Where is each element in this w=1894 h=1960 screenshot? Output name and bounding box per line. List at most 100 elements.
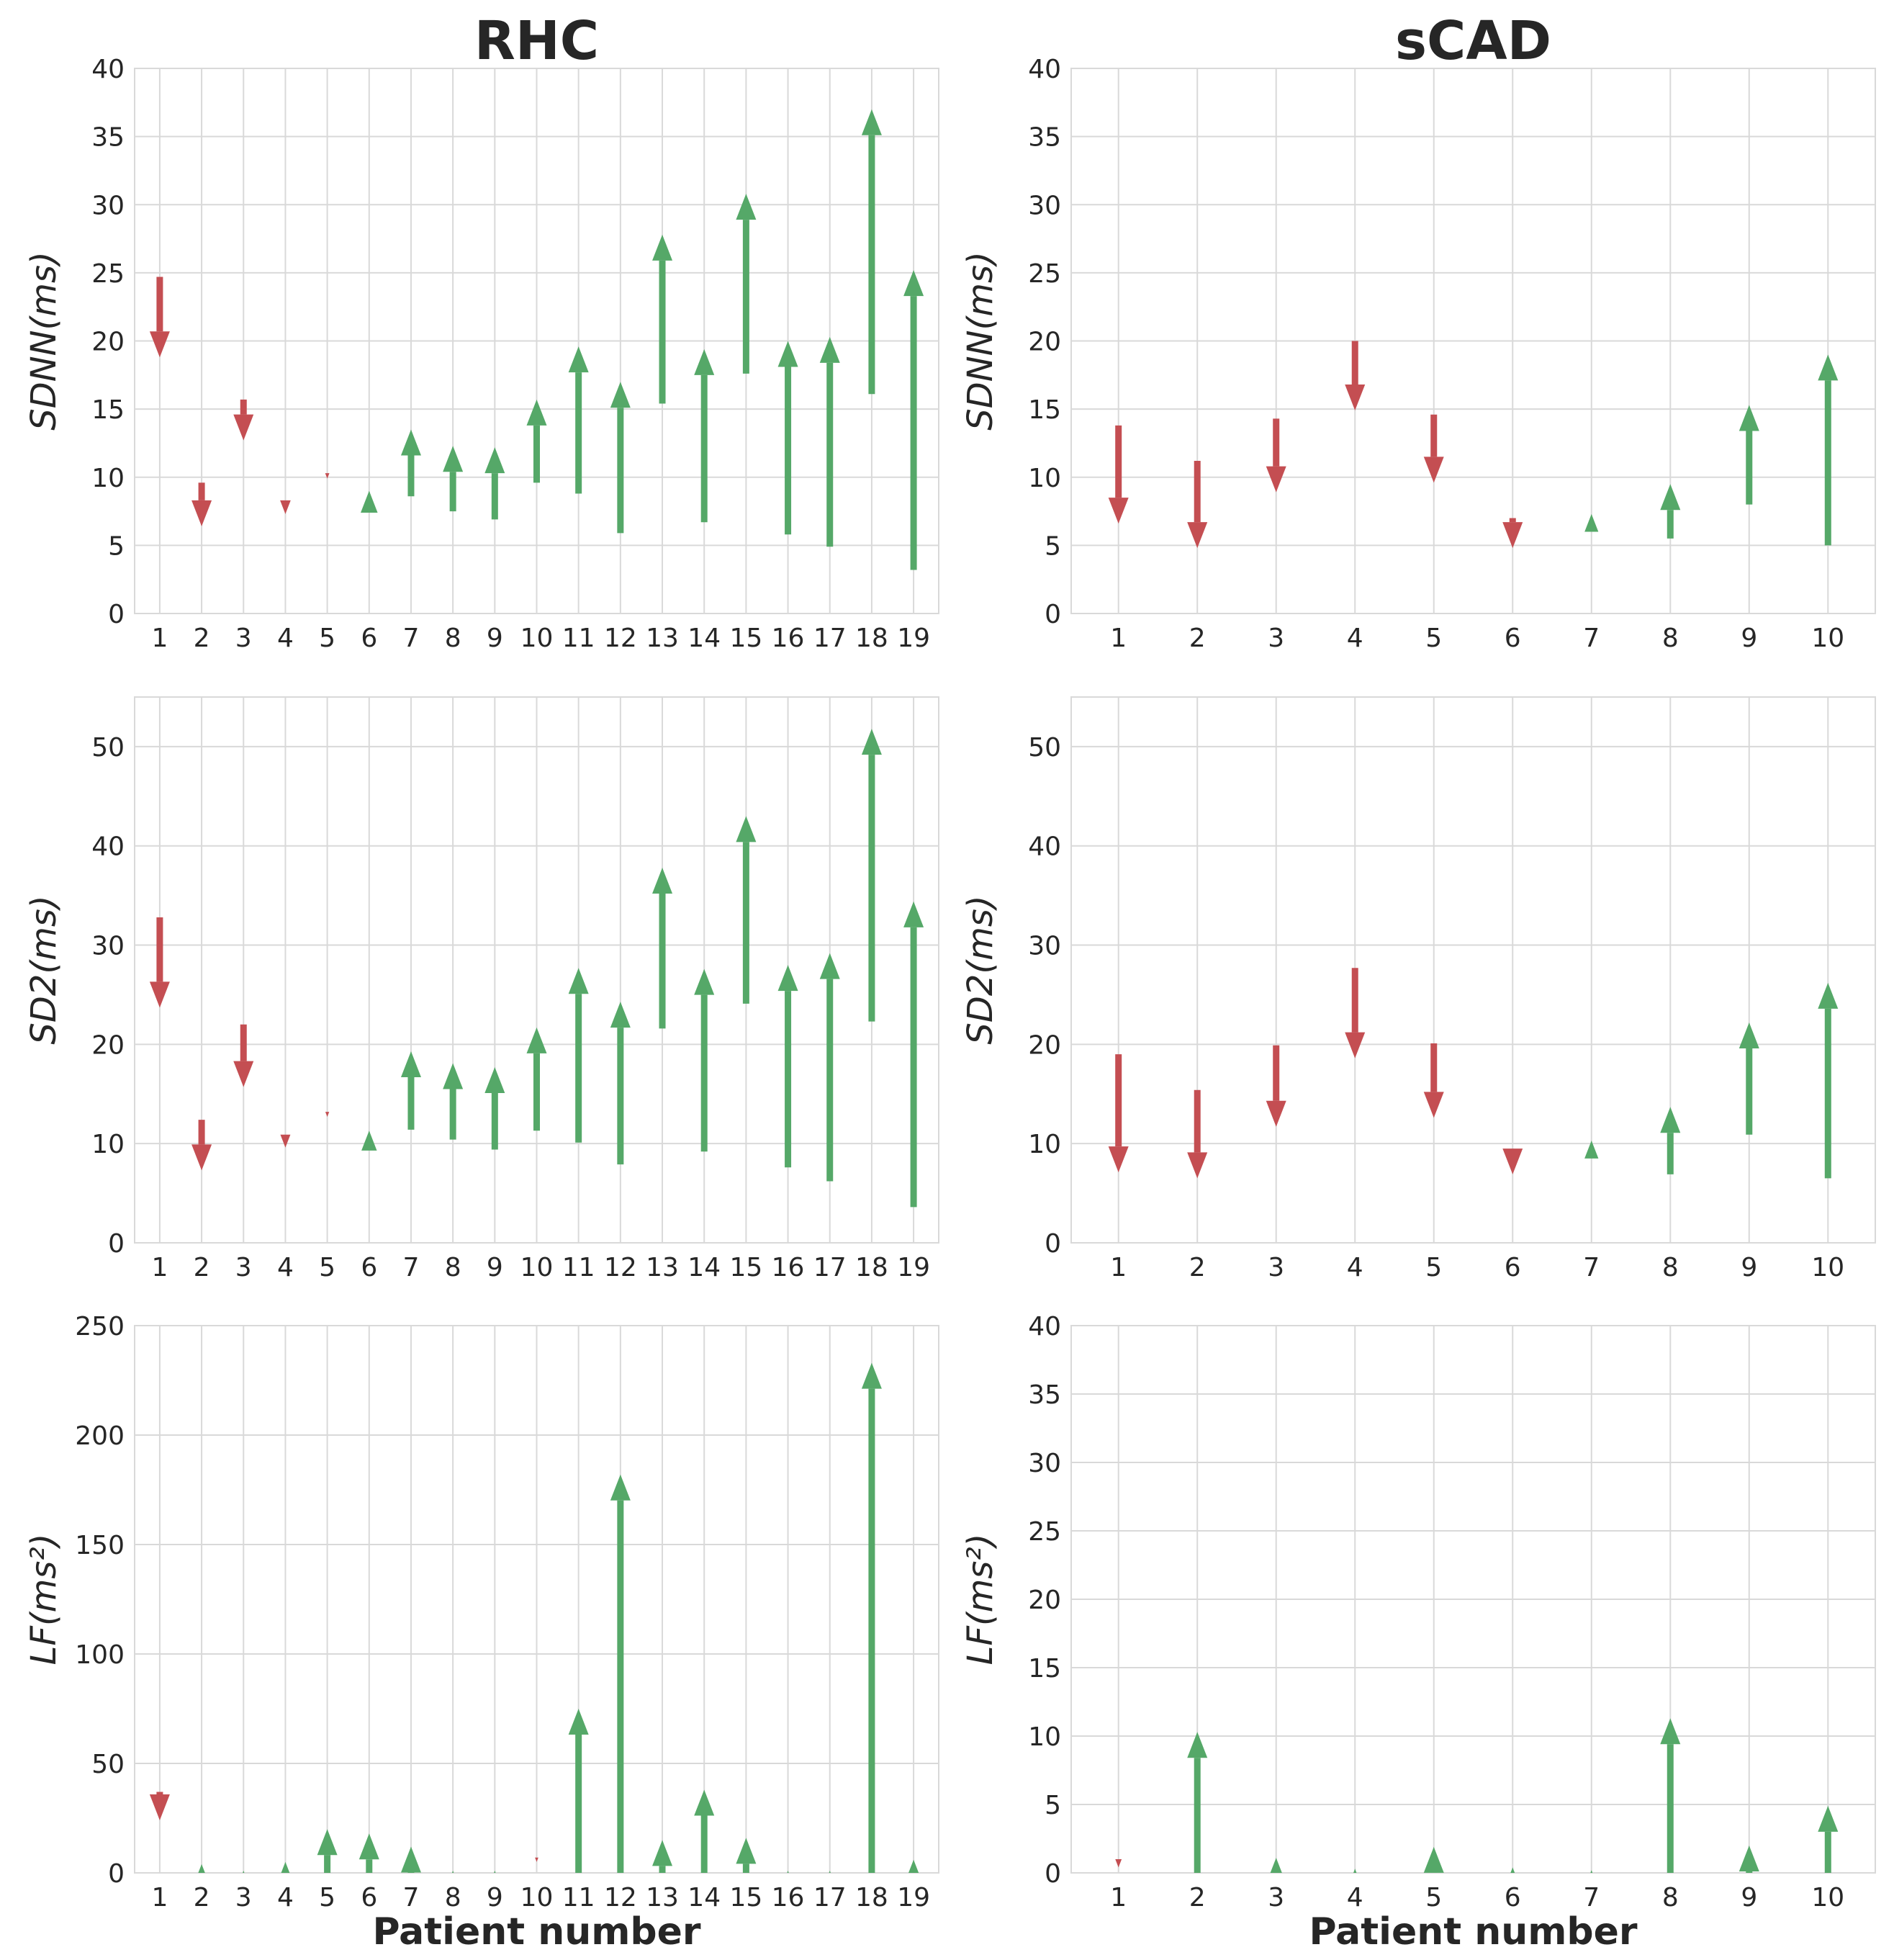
y-tick-label: 35: [91, 123, 125, 153]
arrow-head: [400, 1846, 421, 1873]
arrow-mark-9: [484, 447, 505, 520]
arrow-head: [1502, 522, 1523, 549]
arrow-mark-1: [149, 277, 170, 358]
x-tick-label: 9: [1741, 1253, 1757, 1282]
x-tick-label: 12: [604, 1253, 637, 1282]
arrow-mark-18: [861, 1362, 882, 1873]
arrow-mark-7: [400, 429, 421, 497]
arrow-head: [1660, 1718, 1681, 1745]
x-tick-label: 2: [194, 1883, 210, 1912]
arrow-mark-17: [829, 1870, 831, 1873]
arrow-mark-1: [1108, 425, 1129, 524]
x-tick-label: 16: [772, 1253, 805, 1282]
arrow-mark-3: [233, 1024, 254, 1087]
x-tick-label: 1: [151, 1883, 168, 1912]
x-tick-label: 8: [1662, 1883, 1679, 1912]
y-tick-label: 10: [91, 1130, 125, 1159]
arrow-mark-7: [1584, 1141, 1599, 1159]
arrow-head: [1187, 1152, 1208, 1179]
arrow-mark-6: [1502, 518, 1523, 549]
y-tick-label: 20: [1028, 1030, 1061, 1060]
arrow-mark-1: [1115, 1859, 1122, 1868]
arrow-head: [1584, 1141, 1599, 1159]
arrow-head: [1739, 405, 1759, 431]
x-tick-label: 3: [235, 1883, 252, 1912]
y-tick-label: 150: [75, 1531, 125, 1560]
y-tick-label: 35: [1028, 123, 1061, 153]
arrow-mark-9: [1739, 405, 1759, 505]
arrow-mark-17: [819, 953, 840, 1182]
arrow-head: [568, 968, 589, 994]
x-tick-label: 17: [813, 1883, 847, 1912]
arrow-head: [787, 1870, 789, 1873]
y-tick-label: 40: [1028, 1312, 1061, 1341]
arrow-head: [233, 414, 254, 441]
arrow-mark-17: [819, 336, 840, 547]
arrow-mark-14: [694, 349, 715, 523]
arrow-head: [1115, 1859, 1122, 1868]
y-axis-label: SDNN(ms): [24, 251, 64, 430]
arrow-mark-5: [325, 473, 330, 479]
x-tick-label: 13: [646, 1253, 679, 1282]
y-tick-label: 30: [91, 932, 125, 961]
plot-frame: [1070, 696, 1876, 1244]
arrow-mark-10: [526, 399, 547, 483]
arrow-head: [243, 1870, 245, 1873]
arrow-head: [694, 349, 715, 375]
y-tick-label: 250: [75, 1312, 125, 1341]
x-tick-label: 17: [813, 624, 847, 653]
arrow-mark-6: [1510, 1867, 1515, 1873]
arrow-mark-13: [652, 234, 673, 404]
arrow-mark-12: [610, 1474, 631, 1873]
x-tick-label: 7: [403, 1883, 420, 1912]
arrow-head: [908, 1859, 919, 1873]
y-tick-label: 30: [1028, 932, 1061, 961]
y-tick-label: 0: [1045, 1229, 1061, 1259]
arrow-mark-6: [361, 1130, 377, 1151]
x-tick-label: 6: [1505, 1883, 1521, 1912]
x-tick-label: 4: [1347, 624, 1363, 653]
y-axis-label: LF(ms²): [24, 1534, 64, 1665]
x-tick-label: 1: [151, 1253, 168, 1282]
x-tick-label: 9: [1741, 624, 1757, 653]
arrow-head: [484, 447, 505, 474]
x-tick-label: 5: [1425, 1883, 1442, 1912]
arrow-head: [861, 1362, 882, 1389]
arrow-head: [861, 729, 882, 755]
x-tick-label: 12: [604, 1883, 637, 1912]
arrow-head: [443, 446, 464, 472]
arrow-head: [233, 1061, 254, 1087]
arrow-head: [149, 1794, 170, 1821]
y-tick-label: 0: [1045, 1859, 1061, 1889]
x-tick-label: 11: [562, 1883, 595, 1912]
arrow-mark-4: [1353, 1869, 1357, 1873]
arrow-head: [358, 1833, 379, 1860]
arrow-mark-16: [777, 965, 798, 1168]
y-axis-label: SD2(ms): [960, 895, 1001, 1044]
arrow-mark-3: [243, 1870, 245, 1873]
arrow-head: [1660, 484, 1681, 511]
arrow-head: [1423, 457, 1444, 483]
x-tick-label: 5: [319, 1253, 335, 1282]
y-tick-label: 10: [91, 464, 125, 493]
arrow-mark-10: [535, 1857, 538, 1862]
arrow-head: [535, 1857, 538, 1862]
x-tick-label: 16: [772, 1883, 805, 1912]
y-tick-label: 5: [1045, 1791, 1061, 1820]
arrow-mark-2: [1187, 1089, 1208, 1179]
y-tick-label: 100: [75, 1640, 125, 1670]
arrow-head: [1739, 1022, 1759, 1049]
arrow-head: [777, 341, 798, 367]
y-tick-label: 0: [108, 1229, 125, 1259]
arrow-head: [819, 953, 840, 979]
arrow-head: [652, 234, 673, 261]
arrow-mark-4: [280, 1134, 291, 1148]
y-tick-label: 15: [1028, 395, 1061, 425]
y-tick-label: 0: [1045, 600, 1061, 629]
arrow-head: [652, 1840, 673, 1866]
arrow-mark-2: [198, 1864, 205, 1873]
x-tick-label: 14: [687, 624, 721, 653]
arrow-head: [526, 399, 547, 426]
arrow-mark-5: [1423, 1846, 1444, 1873]
